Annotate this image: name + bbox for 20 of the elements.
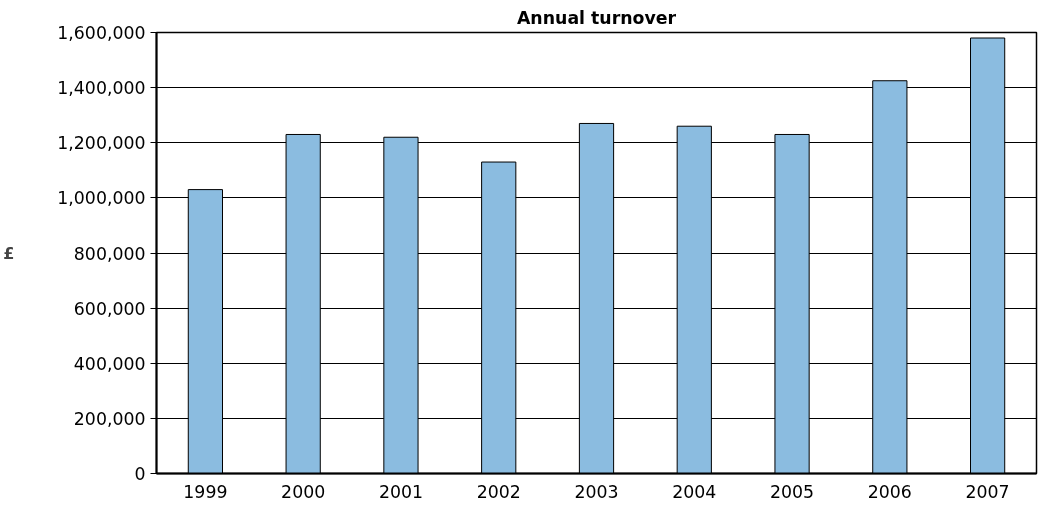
x-tick-label: 2007 [965, 481, 1010, 502]
y-tick-label: 1,400,000 [57, 78, 146, 99]
y-tick-label: 400,000 [73, 353, 146, 374]
y-tick-label: 600,000 [73, 298, 146, 319]
y-tick-label: 1,200,000 [57, 133, 146, 154]
x-tick-label: 2002 [476, 481, 521, 502]
x-tick-label: 2005 [770, 481, 815, 502]
x-tick-label: 2000 [281, 481, 326, 502]
y-tick-label: 200,000 [73, 408, 146, 429]
y-tick-label: 1,000,000 [57, 188, 146, 209]
x-tick-label: 2006 [867, 481, 912, 502]
y-axis-title: £ [3, 243, 15, 263]
x-tick-label: 1999 [183, 481, 228, 502]
x-tick-label: 2004 [672, 481, 717, 502]
x-tick-label: 2003 [574, 481, 619, 502]
chart-title: Annual turnover [516, 7, 677, 28]
y-tick-label: 1,600,000 [57, 23, 146, 43]
x-tick-label: 2001 [378, 481, 423, 502]
y-tick-label: 800,000 [73, 243, 146, 264]
y-tick-label: 0 [134, 464, 146, 484]
